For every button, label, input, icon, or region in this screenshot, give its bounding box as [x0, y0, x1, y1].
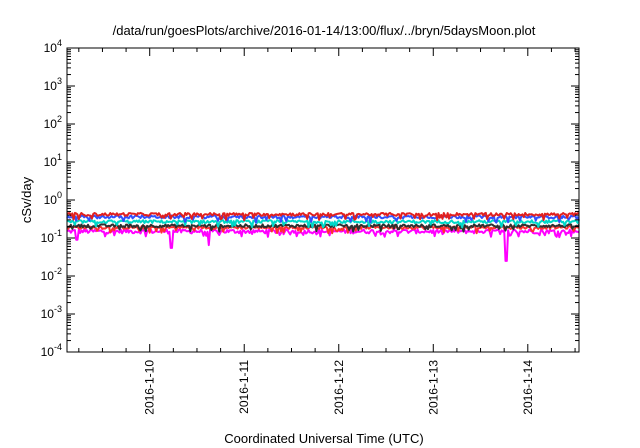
y-tick-label: 102	[44, 114, 62, 131]
x-tick-label: 2016-1-12	[332, 360, 346, 415]
y-tick-label: 10-4	[41, 342, 62, 359]
series-line	[66, 211, 580, 222]
y-tick-label: 100	[44, 190, 62, 207]
tick-layer: 10-4 10-3 10-2 10-1 100 101 102 103 104 2016-1-10…	[41, 38, 579, 415]
x-tick-label: 2016-1-13	[426, 360, 440, 415]
x-tick-label: 2016-1-14	[521, 360, 535, 415]
y-tick-label: 10-3	[41, 304, 62, 321]
series-line	[66, 219, 580, 229]
y-tick-label: 10-1	[41, 228, 62, 245]
y-tick-label: 104	[44, 38, 62, 55]
y-tick-label: 103	[44, 76, 62, 93]
chart-title: /data/run/goesPlots/archive/2016-01-14/1…	[113, 23, 536, 38]
y-tick-label: 101	[44, 152, 62, 169]
y-tick-label: 10-2	[41, 266, 62, 283]
plot-frame	[66, 47, 580, 353]
series-layer	[66, 211, 580, 262]
x-tick-label: 2016-1-10	[143, 360, 157, 415]
x-tick-label: 2016-1-11	[237, 360, 251, 414]
x-axis-label: Coordinated Universal Time (UTC)	[224, 431, 423, 446]
series-line	[66, 228, 580, 262]
y-axis-label: cSv/day	[19, 176, 34, 223]
series-line	[66, 225, 580, 235]
